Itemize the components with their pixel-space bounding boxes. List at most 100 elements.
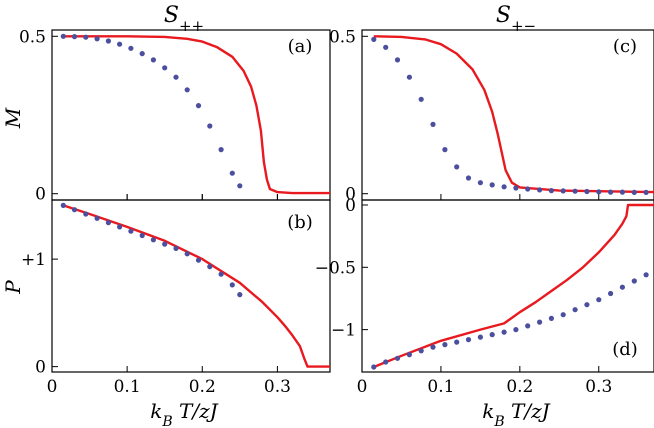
series-dot-point [71,207,78,213]
y-tick-label: 0 [35,185,46,205]
series-dot-point [418,96,424,102]
panel-c: 0 0.5 (c) [329,27,654,205]
series-solid-line [62,204,330,368]
series-dot-point [184,251,190,257]
series-solid-line [373,203,654,369]
series-dot-point [383,359,389,365]
series-dot-point [406,352,412,358]
series-dot-point [117,41,123,47]
series-dot-point [489,182,495,188]
series-dot-point [619,284,626,290]
x-tick-label: 0.1 [427,377,454,397]
series-dot-point [60,202,66,208]
series-dot-point [150,57,156,63]
series-dot-point [207,123,213,129]
series-dot-point [572,188,578,194]
y-tick-label: 0 [345,185,356,205]
series-dot-point [237,292,243,298]
series-dot-point [394,57,401,63]
panel-b: 0 +1 0 0.1 0.2 0.3 (b) [21,199,331,397]
series-dot-point [195,103,202,109]
series-dot-point [139,232,145,239]
x-tick-label: 0.2 [506,377,533,397]
y-tick-label: 0 [345,196,356,216]
series-dot-point [477,334,483,340]
y-tick-label: +1 [21,250,46,270]
series-dot-point [207,264,213,270]
series-dot-point [184,87,190,93]
series-dot-point [162,65,168,71]
x-tick-label: 0 [47,377,58,397]
series-dot-point [60,33,66,39]
x-axis-label-right: kB T/zJ [482,399,550,428]
series-dot-point [105,220,111,226]
series-solid-line [63,35,330,195]
series-dot-point [94,215,100,221]
series-dot-point [454,339,460,345]
series-dot-point [150,237,156,243]
series-dot-point [83,34,89,40]
series-dot-point [371,36,377,43]
series-dot-point [117,224,123,230]
y-axis-label-bottom: P [1,280,25,295]
series-dot-point [548,188,555,194]
series-dot-point [513,327,519,333]
series-dot-point [128,228,134,234]
y-tick-label: 0.5 [19,27,46,47]
y-tick-label: 0 [35,358,46,378]
y-tick-label: −1 [331,321,356,341]
series-dot-point [371,364,377,370]
series-dot-point [608,189,614,195]
y-tick-label: −0.5 [315,258,356,278]
series-dot-point [584,302,590,308]
y-tick-label: 0.5 [329,27,356,47]
series-dot-point [218,271,224,277]
series-dot-point [513,185,519,191]
panel-label-b: (b) [287,212,313,233]
series-dot-point [596,297,602,303]
series-dot-point [105,38,111,44]
series-dot-point [430,121,436,127]
y-axis-label-top: M [1,107,25,129]
series-solid-line [373,35,654,194]
series-dot-point [560,188,566,194]
series-dot-point [619,189,626,195]
series-dot-point [229,170,235,176]
series-dot-point [525,323,531,329]
panel-label-c: (c) [613,36,637,57]
series-dot-point [643,189,649,195]
series-dot-point [139,51,145,57]
panel-a: 0 0.5 (a) [19,27,331,205]
series-dot-point [537,187,543,193]
series-dot-point [501,329,507,335]
x-tick-label: 0.2 [189,377,216,397]
series-dot-point [218,147,224,153]
panel-label-a: (a) [288,36,313,57]
series-dot-point [454,164,460,170]
x-tick-label: 0.1 [114,377,141,397]
series-dot-point [442,147,448,153]
panel-b-frame [51,199,331,373]
x-tick-label: 0 [357,377,368,397]
x-tick-label: 0.3 [585,377,612,397]
series-dot-point [94,36,100,42]
series-dot-point [237,183,243,189]
series-dot-point [560,312,566,318]
series-dot-point [406,74,412,80]
series-dot-point [229,282,235,288]
series-dot-point [383,44,389,50]
series-dot-point [418,348,424,354]
series-dot-point [477,180,483,186]
series-dot-point [71,34,78,40]
series-dot-point [83,211,89,217]
series-dot-point [173,74,179,80]
series-dot-point [584,188,590,195]
panel-d-frame [361,199,654,373]
x-axis-label-left: kB T/zJ [150,399,218,428]
series-dot-point [643,272,649,278]
series-dot-point [548,315,555,321]
series-dot-point [430,344,436,350]
x-tick-label: 0.3 [264,377,291,397]
series-dot-point [162,241,168,247]
